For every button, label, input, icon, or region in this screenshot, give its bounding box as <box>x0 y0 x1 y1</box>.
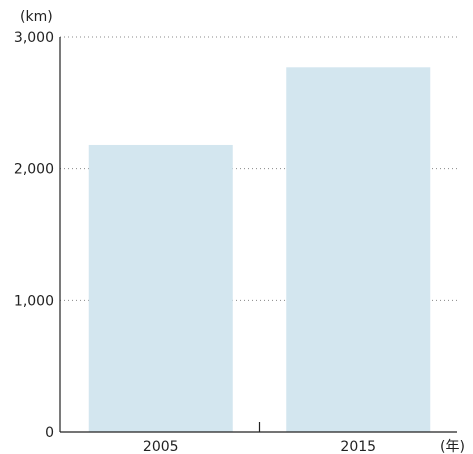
y-tick-label-1000: 1,000 <box>14 293 54 309</box>
x-axis-unit-label: (年) <box>440 439 465 454</box>
bars <box>88 67 431 433</box>
bar-2005 <box>88 144 233 432</box>
x-tick-labels: 2005 2015 <box>143 439 376 454</box>
y-tick-label-2000: 2,000 <box>14 162 54 178</box>
x-tick-label-2005: 2005 <box>143 439 179 454</box>
x-tick-label-2015: 2015 <box>340 439 376 454</box>
bar-2015 <box>286 67 431 433</box>
axes <box>59 37 457 433</box>
y-tick-labels: 0 1,000 2,000 3,000 <box>14 30 54 441</box>
y-tick-label-3000: 3,000 <box>14 30 54 46</box>
y-axis-unit-label: (km) <box>20 9 53 25</box>
y-tick-label-0: 0 <box>45 425 54 441</box>
